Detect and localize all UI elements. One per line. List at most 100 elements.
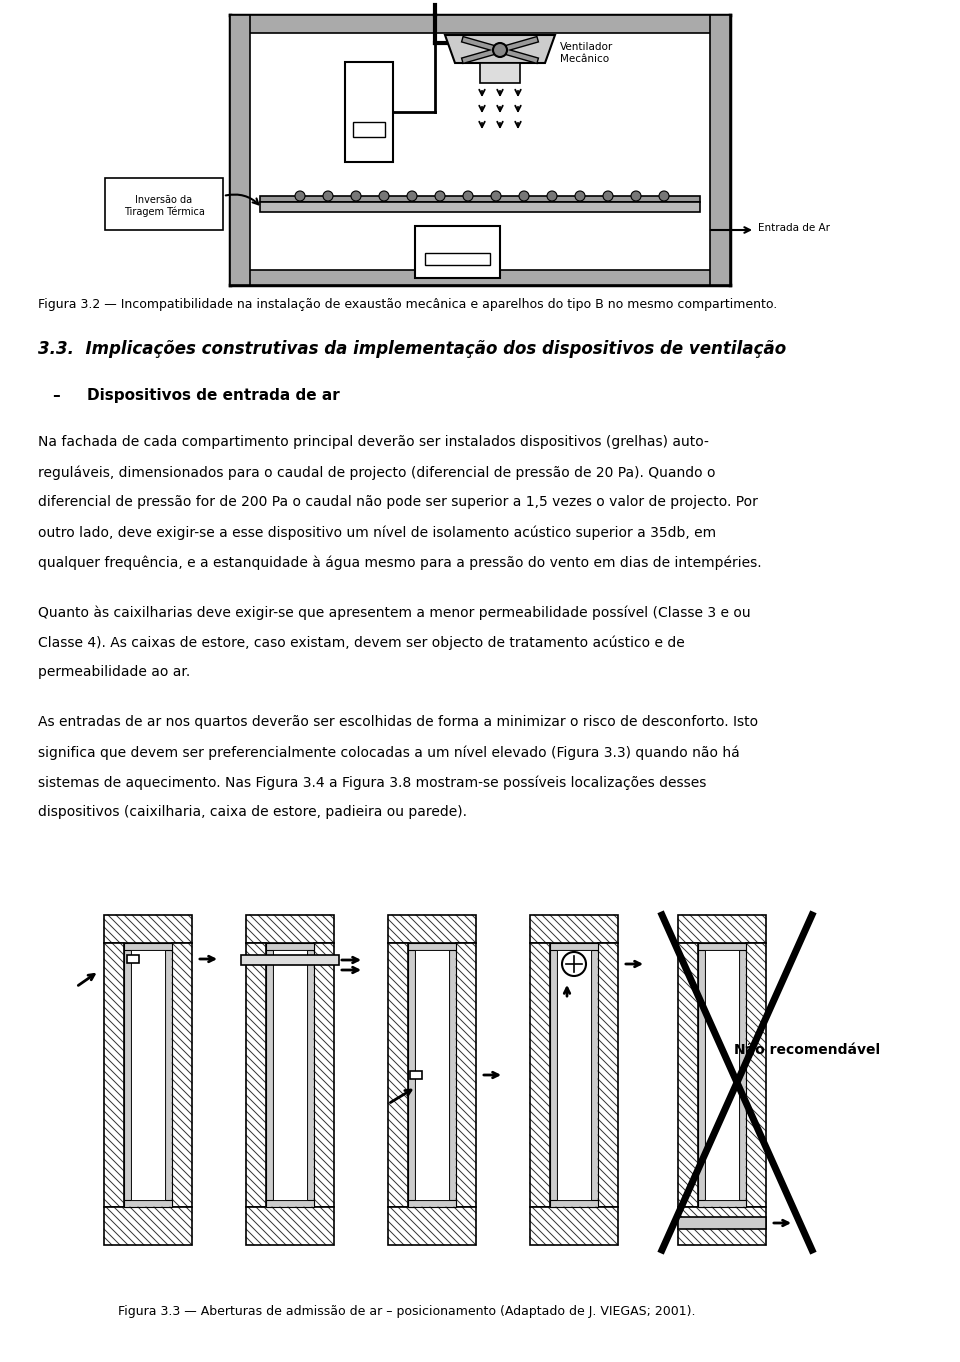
Text: Inversão da
Tiragem Térmica: Inversão da Tiragem Térmica [124,195,204,217]
Bar [172,943,192,1207]
Bar [127,955,139,963]
Circle shape [519,191,529,202]
Bar [314,943,334,1207]
Bar [425,253,490,266]
Bar [480,63,520,83]
Bar [104,915,192,943]
Bar [698,943,746,1207]
Bar [273,951,307,1200]
Circle shape [491,191,501,202]
Circle shape [351,191,361,202]
Circle shape [407,191,417,202]
Bar [746,943,766,1207]
Circle shape [547,191,557,202]
Text: Entrada de Ar: Entrada de Ar [758,223,830,233]
Circle shape [323,191,333,202]
Text: Ventilador
Mecânico: Ventilador Mecânico [560,42,613,64]
Bar [530,915,618,943]
Bar [353,123,385,138]
Bar [105,178,223,230]
Bar [678,943,698,1207]
Bar [260,196,700,202]
Bar [230,15,730,33]
Bar [530,943,550,1207]
Bar [124,943,131,1207]
Circle shape [435,191,445,202]
Bar [678,915,766,943]
Bar [266,943,314,1207]
Bar [710,15,730,285]
Bar [678,1218,766,1229]
Bar [550,943,598,951]
Bar [408,943,415,1207]
Bar [410,1071,422,1079]
Bar [388,1207,476,1245]
Text: permeabilidade ao ar.: permeabilidade ao ar. [38,665,190,680]
Circle shape [575,191,585,202]
Bar [104,1207,192,1245]
Bar [598,943,618,1207]
Text: sistemas de aquecimento. Nas Figura 3.4 a Figura 3.8 mostram-se possíveis locali: sistemas de aquecimento. Nas Figura 3.4 … [38,775,707,790]
Text: –     Dispositivos de entrada de ar: – Dispositivos de entrada de ar [53,388,340,403]
Bar [415,951,449,1200]
Bar [246,915,334,943]
Circle shape [631,191,641,202]
Bar [415,226,500,278]
Bar [124,943,172,1207]
Bar [456,943,476,1207]
Bar [104,943,124,1207]
Bar [388,915,476,943]
Bar [388,943,408,1207]
Text: Figura 3.3 — Aberturas de admissão de ar – posicionamento (Adaptado de J. VIEGAS: Figura 3.3 — Aberturas de admissão de ar… [118,1305,695,1318]
Text: Não recomendável: Não recomendável [734,1043,880,1057]
Polygon shape [445,35,555,63]
Bar [124,1200,172,1207]
Bar [705,951,739,1200]
Circle shape [603,191,613,202]
Bar [260,202,700,212]
Text: significa que devem ser preferencialmente colocadas a um nível elevado (Figura 3: significa que devem ser preferencialment… [38,745,740,760]
Text: 3.3.  Implicações construtivas da implementação dos dispositivos de ventilação: 3.3. Implicações construtivas da impleme… [38,340,786,358]
Bar [698,1200,746,1207]
Bar [698,943,746,951]
Bar [698,943,705,1207]
Text: qualquer frequência, e a estanquidade à água mesmo para a pressão do vento em di: qualquer frequência, e a estanquidade à … [38,554,761,569]
Bar [449,943,456,1207]
Bar [408,943,456,1207]
Bar [557,951,591,1200]
Text: As entradas de ar nos quartos deverão ser escolhidas de forma a minimizar o risc: As entradas de ar nos quartos deverão se… [38,715,758,729]
Text: outro lado, deve exigir-se a esse dispositivo um nível de isolamento acústico su: outro lado, deve exigir-se a esse dispos… [38,524,716,539]
Circle shape [379,191,389,202]
Bar [678,1207,766,1245]
Text: Na fachada de cada compartimento principal deverão ser instalados dispositivos (: Na fachada de cada compartimento princip… [38,434,708,449]
Bar [165,943,172,1207]
Text: Quanto às caixilharias deve exigir-se que apresentem a menor permeabilidade poss: Quanto às caixilharias deve exigir-se qu… [38,605,751,620]
Text: Figura 3.2 — Incompatibilidade na instalação de exaustão mecânica e aparelhos do: Figura 3.2 — Incompatibilidade na instal… [38,298,778,311]
Bar [739,943,746,1207]
Bar [530,1207,618,1245]
Bar [124,943,172,951]
Text: diferencial de pressão for de 200 Pa o caudal não pode ser superior a 1,5 vezes : diferencial de pressão for de 200 Pa o c… [38,494,757,509]
Text: reguláveis, dimensionados para o caudal de projecto (diferencial de pressão de 2: reguláveis, dimensionados para o caudal … [38,464,715,479]
Bar [266,943,273,1207]
Bar [345,63,393,162]
Bar [246,943,266,1207]
Bar [408,1200,456,1207]
Bar [550,943,557,1207]
Bar [241,955,339,966]
Circle shape [295,191,305,202]
Bar [230,15,250,285]
Bar [230,270,730,285]
Circle shape [659,191,669,202]
Circle shape [493,44,507,57]
Bar [591,943,598,1207]
Circle shape [562,952,586,977]
Bar [307,943,314,1207]
Text: dispositivos (caixilharia, caixa de estore, padieira ou parede).: dispositivos (caixilharia, caixa de esto… [38,805,467,819]
Bar [246,1207,334,1245]
Text: Classe 4). As caixas de estore, caso existam, devem ser objecto de tratamento ac: Classe 4). As caixas de estore, caso exi… [38,635,684,650]
Bar [550,943,598,1207]
Bar [266,943,314,951]
Circle shape [463,191,473,202]
Bar [408,943,456,951]
